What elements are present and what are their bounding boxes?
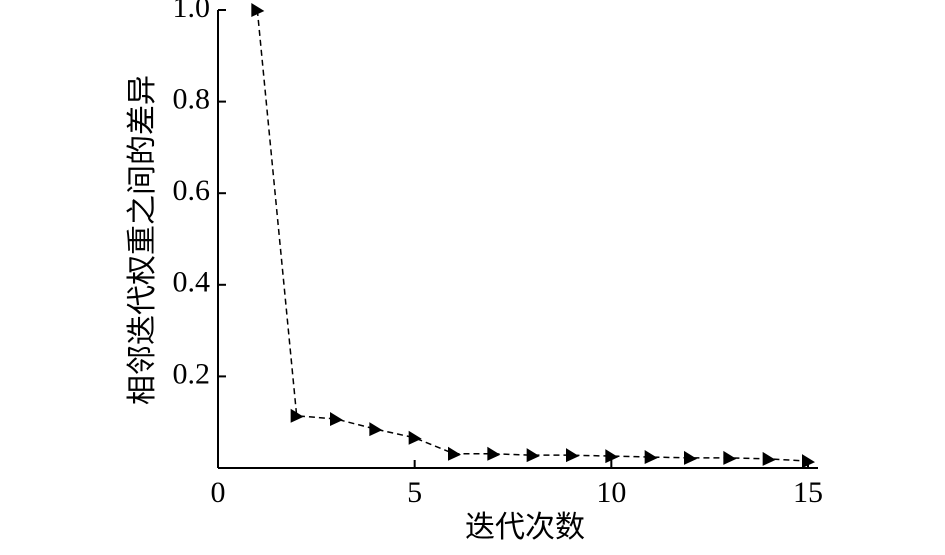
marker (723, 450, 737, 465)
x-axis-label: 迭代次数 (465, 511, 585, 544)
y-tick-label: 0.2 (173, 357, 211, 390)
marker (408, 430, 422, 445)
x-tick-label: 5 (407, 476, 422, 509)
y-axis-label: 相邻迭代权重之间的差异 (126, 75, 159, 405)
marker (526, 448, 540, 463)
marker (487, 446, 501, 461)
marker (605, 449, 619, 464)
marker (684, 450, 697, 465)
x-tick-label: 10 (596, 476, 626, 509)
data-line (256, 9, 809, 462)
marker (251, 3, 265, 17)
marker (448, 446, 461, 461)
marker (330, 411, 343, 426)
marker (802, 454, 815, 469)
y-tick-label: 0.4 (173, 266, 211, 299)
x-tick-label: 15 (793, 476, 823, 509)
marker (644, 450, 658, 465)
marker (566, 448, 579, 463)
y-tick-label: 0.6 (173, 174, 211, 207)
marker (290, 408, 304, 423)
y-tick-label: 1.0 (173, 0, 211, 24)
marker (369, 422, 383, 437)
marker (762, 451, 776, 466)
x-tick-label: 0 (211, 476, 226, 509)
y-tick-label: 0.8 (173, 82, 211, 115)
